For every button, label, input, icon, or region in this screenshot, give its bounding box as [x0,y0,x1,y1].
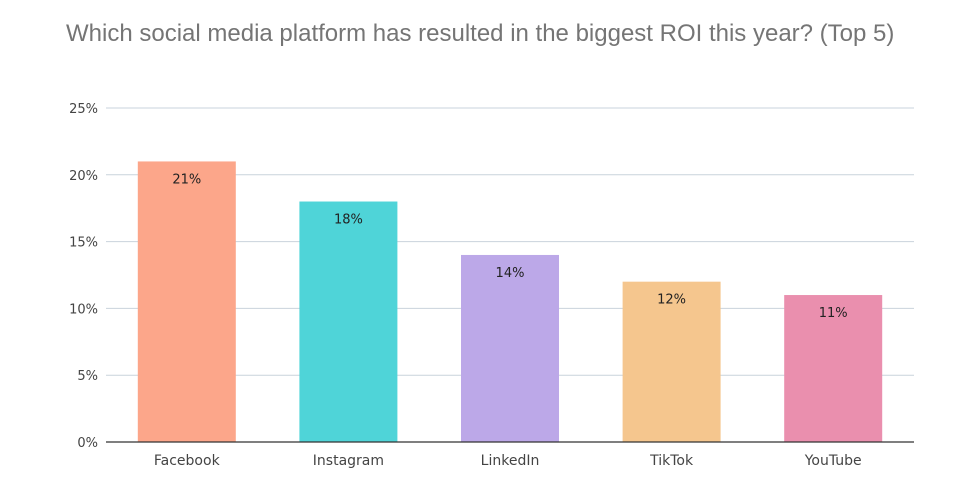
chart-title: Which social media platform has resulted… [66,20,895,47]
data-labels: 21% 18% 14% 12% 11% [172,172,847,321]
y-tick-label: 0% [77,436,98,451]
data-label: 12% [657,293,686,308]
bar-tiktok [622,281,721,442]
data-label: 14% [496,266,525,281]
x-category-label: Instagram [313,453,384,469]
bar-youtube [784,295,883,442]
y-tick-label: 10% [69,302,98,317]
bar-linkedin [461,254,559,442]
x-category-label: YouTube [804,453,862,469]
bars [137,161,883,442]
data-label: 21% [172,172,201,187]
bar-facebook [137,161,236,442]
y-tick-label: 20% [69,169,98,184]
bar-instagram [299,201,398,442]
y-axis-ticks: 0% 5% 10% 15% 20% 25% [69,102,98,451]
x-category-label: Facebook [154,453,221,469]
x-category-label: LinkedIn [481,453,540,469]
x-axis-categories: Facebook Instagram LinkedIn TikTok YouTube [154,453,862,469]
x-category-label: TikTok [649,453,694,469]
data-label: 11% [819,306,848,321]
y-tick-label: 25% [69,102,98,117]
y-tick-label: 5% [77,369,98,384]
y-tick-label: 15% [69,236,98,251]
data-label: 18% [334,213,363,228]
